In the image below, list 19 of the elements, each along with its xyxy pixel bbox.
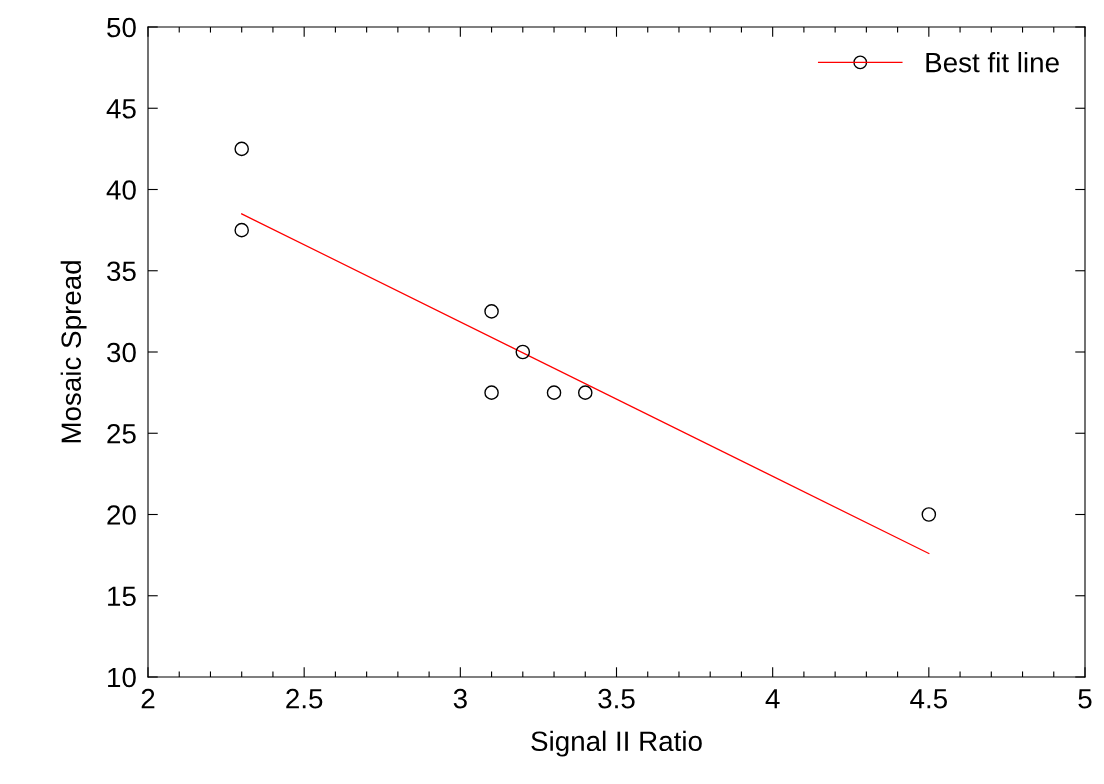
y-tick-label: 10 — [108, 667, 136, 688]
x-tick-label: 4 — [765, 689, 780, 709]
y-tick-label: 15 — [108, 586, 136, 607]
y-tick-label: 45 — [106, 99, 136, 119]
y-tick-label: 40 — [106, 180, 136, 200]
x-tick-label: 2.5 — [286, 688, 323, 709]
y-tick-label: 35 — [107, 261, 136, 282]
y-tick-label: 25 — [107, 423, 136, 444]
y-tick-label: 50 — [107, 17, 136, 38]
x-tick-label: 5 — [1078, 689, 1092, 709]
y-tick-label: 30 — [107, 342, 136, 363]
legend-label: Best fit line — [926, 52, 1059, 73]
x-tick-label: 3.5 — [598, 688, 635, 709]
x-tick-label: 2 — [141, 688, 155, 709]
x-tick-label: 4.5 — [910, 689, 947, 709]
x-tick-label: 3 — [453, 688, 467, 709]
y-tick-label: 20 — [107, 505, 136, 525]
x-axis-title: Signal II Ratio — [531, 730, 702, 757]
y-axis-title: Mosaic Spread — [60, 261, 87, 443]
